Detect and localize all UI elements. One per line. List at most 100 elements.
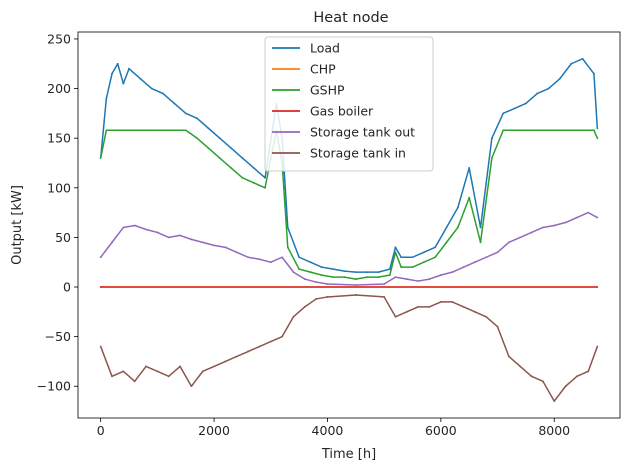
y-tick-label-1: −50 [45, 329, 71, 344]
series-4-point-15 [269, 261, 272, 264]
series-5-point-21 [354, 294, 357, 296]
series-0-point-5 [128, 67, 130, 70]
series-5-point-15 [269, 340, 272, 343]
series-2-point-12 [207, 147, 210, 150]
series-5-point-9 [201, 370, 204, 373]
series-0-point-41 [513, 107, 516, 110]
series-2-point-43 [536, 129, 539, 132]
series-4-point-39 [576, 216, 578, 219]
series-2-point-31 [400, 266, 403, 269]
legend-label-4: Storage tank out [310, 125, 415, 140]
series-2-point-44 [547, 129, 550, 132]
series-4-point-32 [496, 251, 499, 254]
series-0-point-15 [241, 157, 244, 159]
series-5-point-12 [235, 355, 238, 358]
series-3-point-0 [99, 286, 102, 288]
series-0-point-2 [111, 72, 113, 75]
series-5-point-40 [587, 370, 590, 373]
series-4-point-33 [507, 241, 510, 244]
series-4-point-9 [201, 241, 204, 244]
series-0-point-21 [298, 256, 301, 259]
x-axis-label: Time [h] [321, 447, 376, 462]
x-tick-label-2: 4000 [312, 423, 344, 438]
series-4-point-6 [167, 236, 170, 239]
series-4-point-28 [451, 271, 454, 274]
series-line-5 [99, 294, 599, 402]
series-2-point-4 [122, 129, 125, 132]
y-tick-label-3: 50 [55, 230, 71, 245]
series-5-point-16 [281, 335, 283, 338]
series-2-point-24 [332, 276, 335, 278]
series-4-point-14 [258, 258, 261, 261]
series-2-point-36 [456, 226, 459, 229]
series-2-point-26 [354, 278, 357, 280]
series-5-point-26 [428, 305, 431, 308]
x-tick-label-1: 2000 [198, 423, 230, 438]
series-2-point-32 [411, 266, 414, 269]
series-0-point-29 [388, 268, 391, 271]
x-tick-label-3: 6000 [425, 423, 457, 438]
series-0-point-32 [411, 256, 414, 259]
series-2-point-40 [502, 129, 505, 132]
series-2-point-3 [116, 129, 119, 132]
series-5-point-27 [439, 301, 442, 303]
series-4-point-34 [519, 236, 522, 239]
series-line-0 [99, 58, 599, 273]
series-2-point-37 [468, 196, 471, 199]
series-2-point-11 [196, 137, 198, 140]
series-2-point-20 [286, 246, 289, 249]
series-4-point-31 [485, 256, 488, 259]
series-2-point-13 [218, 157, 221, 159]
series-0-point-7 [150, 87, 153, 90]
series-5-point-3 [133, 380, 136, 383]
series-4-point-38 [564, 221, 567, 224]
series-2-point-41 [513, 129, 516, 132]
series-0-point-8 [162, 92, 164, 95]
series-0-point-24 [332, 268, 335, 271]
series-4-point-10 [213, 244, 215, 247]
series-2-point-29 [388, 274, 391, 277]
series-5-point-34 [519, 365, 522, 368]
series-5-point-33 [507, 355, 510, 358]
series-4-point-36 [542, 226, 544, 229]
series-2-point-46 [570, 129, 573, 132]
series-0-point-43 [536, 92, 539, 95]
series-4-point-30 [473, 261, 476, 264]
series-0-point-35 [445, 226, 448, 229]
series-0-point-16 [252, 167, 255, 169]
series-4-point-41 [596, 216, 599, 219]
series-4-point-35 [530, 231, 533, 234]
series-2-point-5 [128, 129, 130, 132]
series-5-point-31 [485, 315, 488, 318]
series-5-point-19 [315, 298, 318, 300]
series-2-point-7 [150, 129, 153, 132]
series-4-point-23 [394, 276, 397, 278]
series-4-point-13 [247, 256, 249, 259]
series-2-point-9 [173, 129, 176, 132]
series-0-point-26 [354, 271, 357, 274]
legend-label-3: Gas boiler [310, 104, 374, 119]
series-2-point-6 [139, 129, 142, 132]
series-0-point-39 [490, 137, 493, 140]
series-2-point-0 [99, 157, 102, 159]
series-5-point-37 [553, 400, 556, 403]
series-4-point-12 [235, 251, 238, 254]
x-tick-label-0: 0 [97, 423, 105, 438]
series-2-point-8 [162, 129, 164, 132]
series-5-point-1 [111, 375, 113, 378]
series-5-point-36 [542, 380, 544, 383]
series-0-point-45 [559, 77, 561, 80]
series-2-point-17 [264, 186, 266, 189]
series-5-point-28 [451, 301, 454, 303]
series-2-point-49 [596, 137, 599, 140]
plot-frame [77, 31, 621, 419]
series-4-point-5 [156, 231, 159, 234]
series-4-point-0 [99, 256, 102, 259]
series-0-point-48 [593, 72, 595, 75]
series-5-point-35 [530, 375, 533, 378]
series-5-point-6 [167, 375, 170, 378]
y-tick-label-7: 250 [47, 31, 71, 46]
series-2-point-47 [581, 129, 584, 132]
series-0-point-30 [394, 246, 397, 249]
